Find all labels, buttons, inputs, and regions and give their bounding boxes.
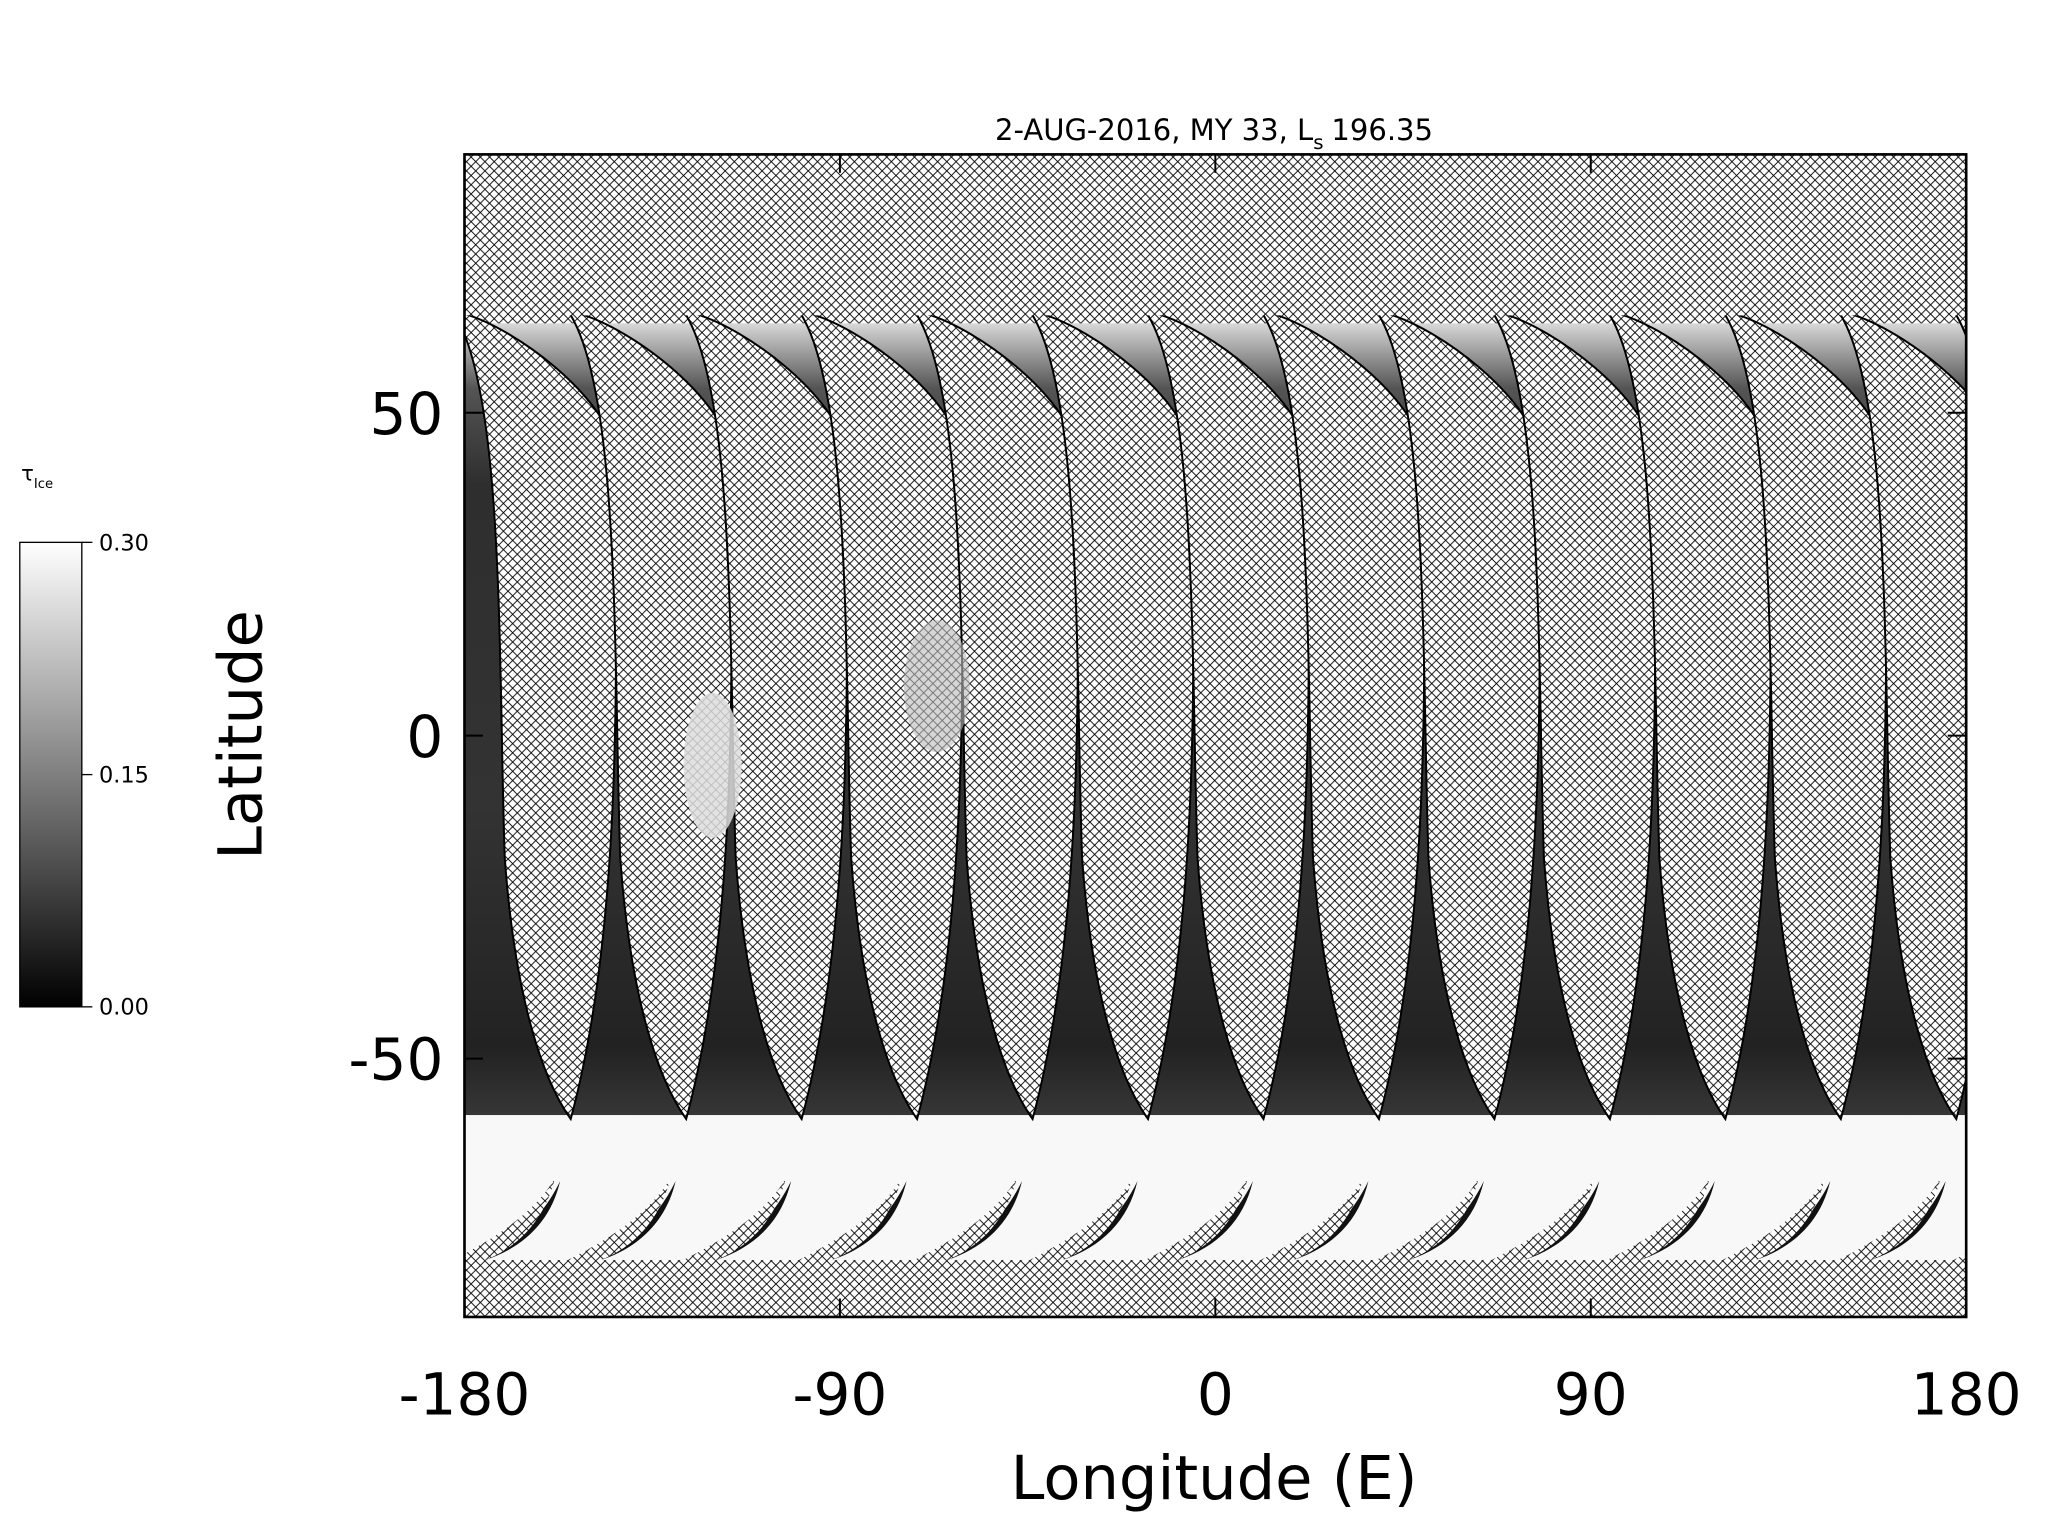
cloud <box>683 692 742 838</box>
swath-gap <box>1953 313 1967 339</box>
top-hatch <box>464 154 1967 316</box>
y-tick-label: 0 <box>406 703 443 771</box>
title-sub: s <box>1313 131 1323 154</box>
y-tick-label: 50 <box>370 380 444 448</box>
colorbar-tick-label: 0.15 <box>99 763 149 789</box>
chart-title: 2-AUG-2016, MY 33, Ls 196.35 <box>995 113 1433 154</box>
polar-hatch <box>464 1178 555 1261</box>
polar-hatch <box>682 1178 786 1261</box>
polar-crescent <box>1986 1181 2048 1260</box>
title-tail: 196.35 <box>1331 113 1433 147</box>
x-tick-label: -90 <box>793 1361 888 1429</box>
colorbar-sub: Ice <box>34 477 53 492</box>
polar-hatch <box>1491 1178 1595 1261</box>
polar-hatch <box>913 1178 1017 1261</box>
cloud <box>903 620 970 753</box>
colorbar-label: τIce <box>21 460 53 492</box>
x-tick-label: 180 <box>1911 1361 2022 1429</box>
map-image <box>464 154 2048 1317</box>
polar-hatch <box>1144 1178 1248 1261</box>
polar-hatch <box>1952 1253 1967 1261</box>
polar-hatch <box>1837 1178 1941 1261</box>
y-tick-label: -50 <box>349 1026 444 1094</box>
polar-hatch <box>1260 1178 1364 1261</box>
polar-hatch <box>1029 1178 1133 1261</box>
swath-gap <box>1838 313 1967 1122</box>
x-tick-label: -180 <box>399 1361 531 1429</box>
polar-hatch <box>1722 1178 1825 1261</box>
colorbar <box>19 541 83 1008</box>
colorbar-symbol: τ <box>21 460 34 485</box>
polar-hatch <box>567 1178 671 1261</box>
x-axis-label: Longitude (E) <box>1011 1444 1418 1514</box>
x-tick-label: 90 <box>1554 1361 1628 1429</box>
colorbar-tick-label: 0.30 <box>99 530 149 556</box>
polar-hatch <box>798 1178 902 1261</box>
y-axis-label: Latitude <box>206 610 276 860</box>
colorbar-tick-label: 0.00 <box>99 995 149 1021</box>
polar-hatch <box>1375 1178 1479 1261</box>
x-tick-label: 0 <box>1197 1361 1234 1429</box>
title-main: 2-AUG-2016, MY 33, L <box>995 113 1314 147</box>
polar-hatch <box>1606 1178 1710 1261</box>
